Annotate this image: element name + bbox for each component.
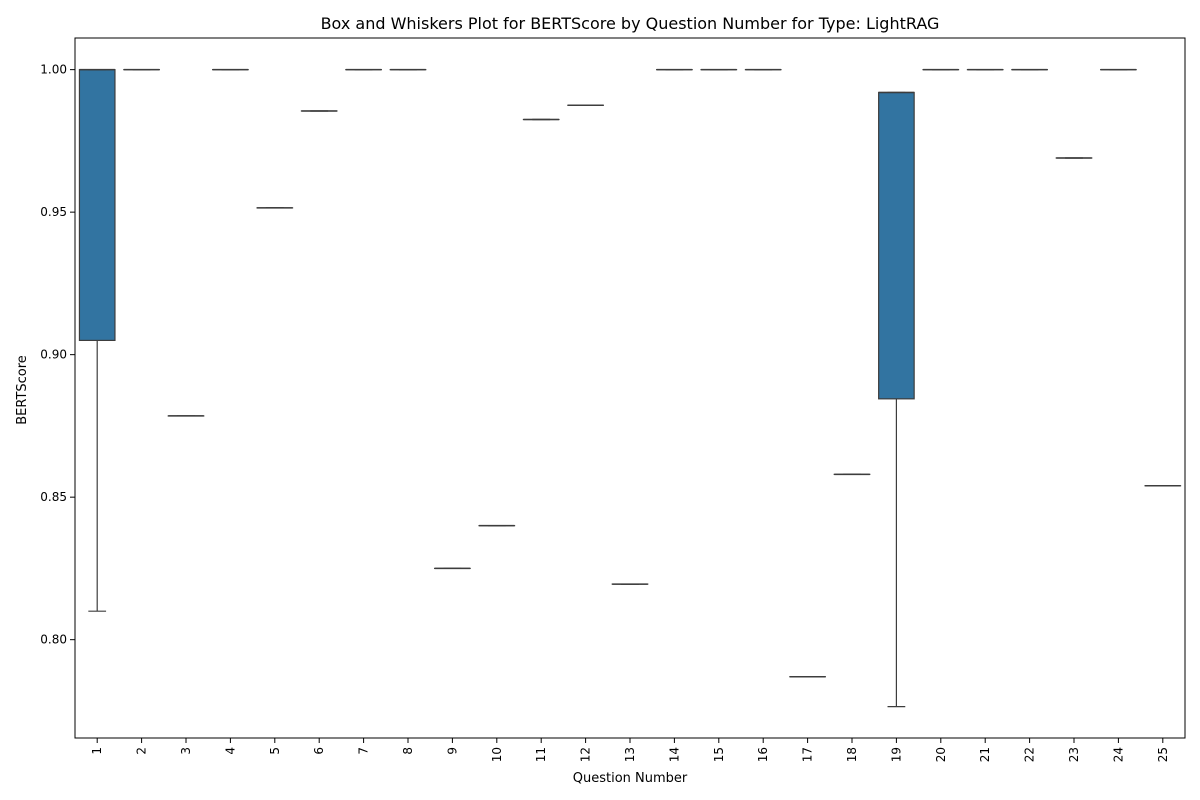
x-tick-label: 11 bbox=[534, 747, 548, 762]
x-tick-label: 15 bbox=[712, 747, 726, 762]
x-axis: 1 2 3 4 5 6 7 8 9 10 11 12 13 14 15 16 17 18 19 20 21 22 23 24 2… bbox=[90, 738, 1170, 762]
x-tick-label: 4 bbox=[223, 747, 237, 755]
x-tick-label: 12 bbox=[579, 747, 593, 762]
x-tick-label: 6 bbox=[312, 747, 326, 755]
x-tick-label: 16 bbox=[756, 747, 770, 762]
x-tick-label: 1 bbox=[90, 747, 104, 755]
x-tick-label: 17 bbox=[801, 747, 815, 762]
x-tick-label: 13 bbox=[623, 747, 637, 762]
x-tick-label: 7 bbox=[357, 747, 371, 755]
chart-title: Box and Whiskers Plot for BERTScore by Q… bbox=[321, 14, 940, 33]
x-tick-label: 20 bbox=[934, 747, 948, 762]
y-tick-label: 0.85 bbox=[40, 490, 67, 504]
x-tick-label: 2 bbox=[135, 747, 149, 755]
x-tick-label: 24 bbox=[1111, 747, 1125, 762]
x-tick-label: 10 bbox=[490, 747, 504, 762]
x-tick-label: 8 bbox=[401, 747, 415, 755]
x-tick-label: 3 bbox=[179, 747, 193, 755]
y-axis: 0.80 0.85 0.90 0.95 1.00 bbox=[40, 63, 75, 647]
x-tick-label: 18 bbox=[845, 747, 859, 762]
plot-area bbox=[74, 37, 1186, 739]
plot-frame bbox=[74, 37, 1186, 739]
y-tick-label: 0.95 bbox=[40, 205, 67, 219]
x-tick-label: 25 bbox=[1156, 747, 1170, 762]
y-tick-label: 0.80 bbox=[40, 633, 67, 647]
x-axis-label: Question Number bbox=[573, 771, 688, 786]
x-tick-label: 23 bbox=[1067, 747, 1081, 762]
iqr-box bbox=[78, 69, 116, 342]
box-question-1 bbox=[78, 68, 116, 612]
x-tick-label: 19 bbox=[889, 747, 903, 762]
x-tick-label: 14 bbox=[667, 747, 681, 762]
y-axis-label: BERTScore bbox=[15, 355, 30, 425]
x-tick-label: 5 bbox=[268, 747, 282, 755]
box-question-19 bbox=[878, 91, 915, 708]
x-tick-label: 22 bbox=[1023, 747, 1037, 762]
iqr-box bbox=[878, 91, 915, 400]
y-tick-label: 1.00 bbox=[40, 63, 67, 77]
x-tick-label: 9 bbox=[445, 747, 459, 755]
x-tick-label: 21 bbox=[978, 747, 992, 762]
y-tick-label: 0.90 bbox=[40, 348, 67, 362]
